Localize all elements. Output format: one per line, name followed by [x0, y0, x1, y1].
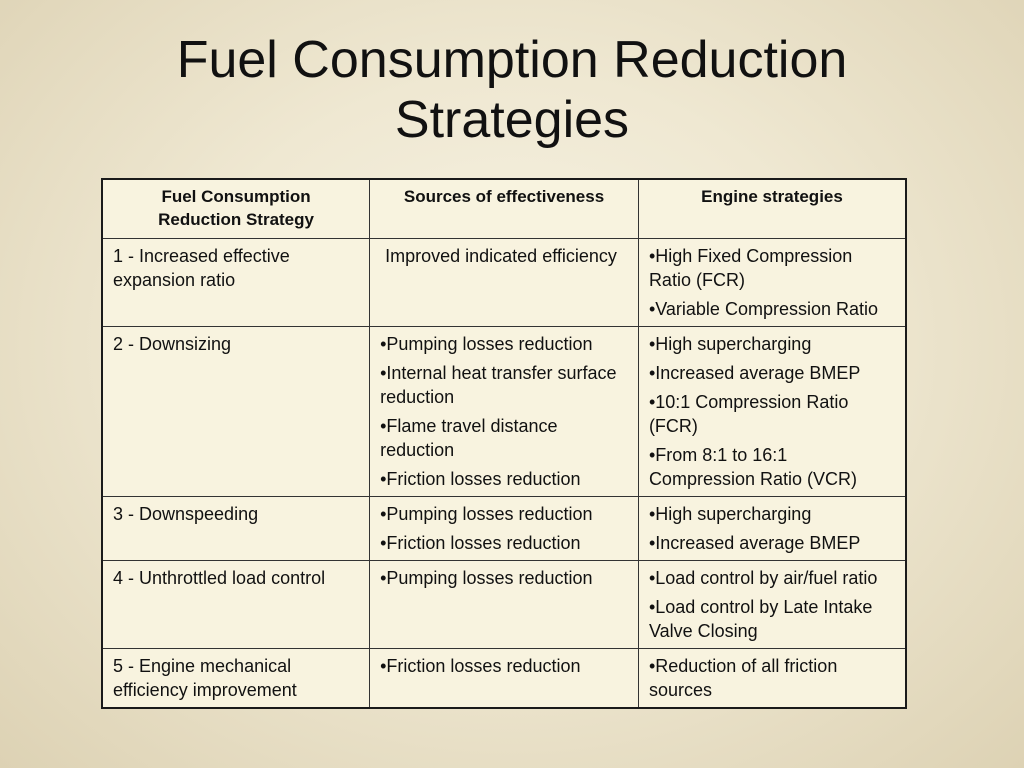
list-item: •Pumping losses reduction [380, 568, 593, 588]
strategy-cell: 1 - Increased effective expansion ratio [101, 238, 371, 327]
list-item: •High supercharging [648, 504, 812, 524]
header-engine: Engine strategies [637, 178, 907, 239]
list-item: •Friction losses reduction [380, 469, 581, 489]
engine-cell: •High Fixed Compression Ratio (FCR) •Var… [637, 238, 907, 327]
slide-title: Fuel Consumption Reduction Strategies [176, 31, 848, 149]
table-row: 4 - Unthrottled load control •Pumping lo… [101, 560, 907, 649]
list-item: •Reduction of all friction sources [648, 656, 838, 700]
sources-cell: •Pumping losses reduction •Friction loss… [369, 496, 639, 561]
table-header-row: Fuel Consumption Reduction Strategy Sour… [101, 178, 907, 239]
sources-cell: Improved indicated efficiency [369, 238, 639, 327]
list-item: •High Fixed Compression Ratio (FCR) [648, 246, 853, 290]
list-item: •Increased average BMEP [648, 363, 861, 383]
sources-cell: •Friction losses reduction [369, 648, 639, 709]
sources-cell: •Pumping losses reduction •Internal heat… [369, 326, 639, 497]
list-item: •Variable Compression Ratio [648, 299, 879, 319]
engine-cell: •High supercharging •Increased average B… [637, 326, 907, 497]
table-row: 1 - Increased effective expansion ratio … [101, 238, 907, 327]
list-item: Improved indicated efficiency [380, 246, 617, 266]
sources-cell: •Pumping losses reduction [369, 560, 639, 649]
strategy-cell: 4 - Unthrottled load control [101, 560, 371, 649]
list-item: •10:1 Compression Ratio (FCR) [648, 392, 849, 436]
list-item: •Flame travel distance reduction [380, 416, 558, 460]
list-item: •Pumping losses reduction [380, 334, 593, 354]
list-item: •Load control by Late Intake Valve Closi… [648, 597, 873, 641]
list-item: •High supercharging [648, 334, 812, 354]
strategies-table: Fuel Consumption Reduction Strategy Sour… [101, 178, 907, 709]
list-item: •Increased average BMEP [648, 533, 861, 553]
table-row: 3 - Downspeeding •Pumping losses reducti… [101, 496, 907, 561]
header-sources: Sources of effectiveness [369, 178, 639, 239]
list-item: •Pumping losses reduction [380, 504, 593, 524]
header-strategy: Fuel Consumption Reduction Strategy [101, 178, 371, 239]
engine-cell: •Reduction of all friction sources [637, 648, 907, 709]
table-row: 2 - Downsizing •Pumping losses reduction… [101, 326, 907, 497]
table-row: 5 - Engine mechanical efficiency improve… [101, 648, 907, 709]
list-item: •Load control by air/fuel ratio [648, 568, 878, 588]
list-item: •Internal heat transfer surface reductio… [380, 363, 617, 407]
strategy-cell: 5 - Engine mechanical efficiency improve… [101, 648, 371, 709]
strategy-cell: 2 - Downsizing [101, 326, 371, 497]
engine-cell: •High supercharging •Increased average B… [637, 496, 907, 561]
strategy-cell: 3 - Downspeeding [101, 496, 371, 561]
list-item: •Friction losses reduction [380, 656, 581, 676]
list-item: •From 8:1 to 16:1 Compression Ratio (VCR… [648, 445, 857, 489]
engine-cell: •Load control by air/fuel ratio •Load co… [637, 560, 907, 649]
list-item: •Friction losses reduction [380, 533, 581, 553]
